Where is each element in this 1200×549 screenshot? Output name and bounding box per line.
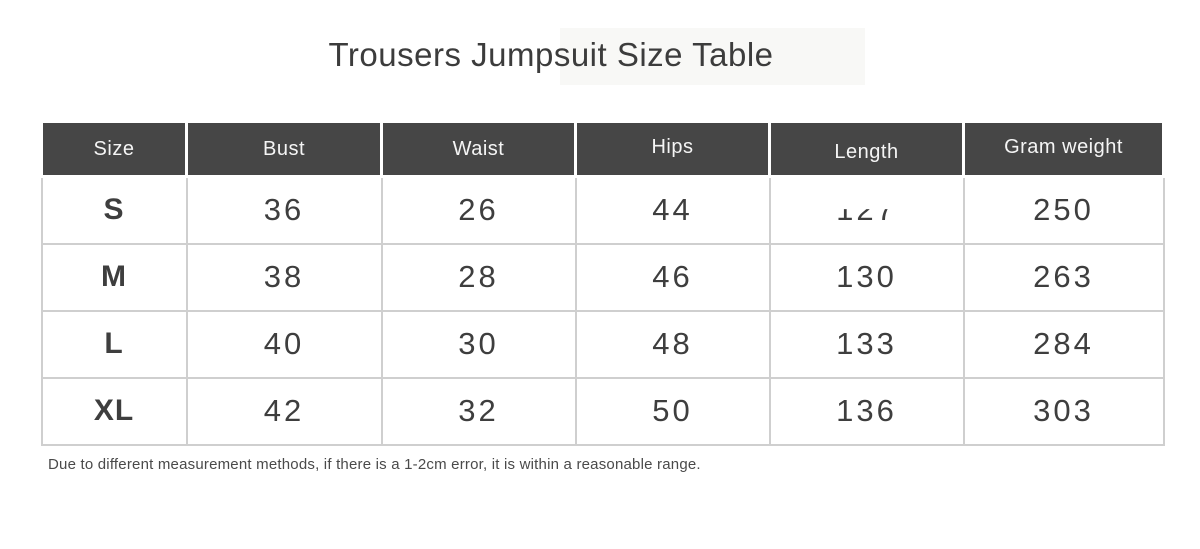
- size-table: Size Bust Waist Hips Length Gram weight …: [40, 120, 1165, 446]
- cell-bust: 36: [185, 175, 383, 245]
- cell-waist-value: 28: [458, 259, 499, 294]
- cell-size-value: L: [104, 327, 124, 360]
- cell-bust-value: 42: [263, 393, 305, 428]
- cell-length-value: 133: [836, 326, 897, 361]
- cell-size-value: S: [103, 193, 125, 227]
- header-length-label: Length: [834, 140, 899, 163]
- cell-hips: 48: [574, 309, 771, 379]
- header-hips: Hips: [574, 120, 771, 178]
- cell-length-value: 136: [836, 393, 897, 428]
- cell-hips-value: 48: [652, 326, 693, 361]
- cell-length: 133: [768, 309, 965, 379]
- background-shade: [560, 28, 865, 85]
- cell-size-value: M: [101, 260, 127, 293]
- cell-gram-weight-value: 303: [1033, 393, 1094, 428]
- cell-size: S: [40, 175, 188, 245]
- cell-bust: 42: [185, 376, 383, 446]
- cell-size-value: XL: [93, 394, 135, 427]
- measurement-note: Due to different measurement methods, if…: [48, 456, 701, 473]
- cell-bust-value: 36: [263, 192, 305, 228]
- cell-hips-value: 46: [652, 259, 693, 294]
- table-row-m: M 38 28 46 130 263: [40, 242, 1165, 312]
- cell-gram-weight: 284: [962, 309, 1165, 379]
- cell-size: L: [40, 309, 188, 379]
- table-row-xl: XL 42 32 50 136 303: [40, 376, 1165, 446]
- header-length: Length: [768, 120, 965, 178]
- header-waist: Waist: [380, 120, 577, 178]
- cell-gram-weight-value: 250: [1033, 192, 1094, 228]
- cell-gram-weight-value: 263: [1033, 259, 1094, 294]
- cell-waist-value: 30: [458, 326, 499, 361]
- cell-hips: 50: [574, 376, 771, 446]
- header-size: Size: [40, 120, 188, 178]
- header-bust: Bust: [185, 120, 383, 178]
- page-title: Trousers Jumpsuit Size Table: [328, 36, 774, 73]
- cell-bust: 40: [185, 309, 383, 379]
- cell-bust: 38: [185, 242, 383, 312]
- cell-waist: 26: [380, 175, 577, 245]
- cell-size: M: [40, 242, 188, 312]
- header-row: Size Bust Waist Hips Length Gram weight: [40, 120, 1165, 178]
- cell-waist-value: 32: [458, 393, 499, 428]
- cell-hips-value: 44: [652, 192, 693, 228]
- header-hips-label: Hips: [651, 135, 694, 158]
- table-row-s: S 36 26 44 127 250: [40, 175, 1165, 245]
- cell-waist: 28: [380, 242, 577, 312]
- table-row-l: L 40 30 48 133 284: [40, 309, 1165, 379]
- cell-bust-value: 40: [263, 326, 305, 361]
- header-gram-weight: Gram weight: [962, 120, 1165, 178]
- header-bust-label: Bust: [262, 137, 306, 160]
- header-gram-weight-label: Gram weight: [1004, 135, 1123, 158]
- cell-gram-weight: 250: [962, 175, 1165, 245]
- cell-gram-weight-value: 284: [1033, 326, 1094, 361]
- cell-bust-value: 38: [263, 259, 305, 294]
- cell-length: 130: [768, 242, 965, 312]
- header-size-label: Size: [93, 137, 135, 160]
- cell-length: 136: [768, 376, 965, 446]
- header-waist-label: Waist: [452, 137, 505, 160]
- cell-hips: 46: [574, 242, 771, 312]
- cell-size: XL: [40, 376, 188, 446]
- cell-gram-weight: 303: [962, 376, 1165, 446]
- cell-length-value: 127: [836, 192, 897, 228]
- cell-length-value: 130: [836, 259, 897, 294]
- cell-hips: 44: [574, 175, 771, 245]
- cell-gram-weight: 263: [962, 242, 1165, 312]
- cell-waist: 32: [380, 376, 577, 446]
- cell-waist: 30: [380, 309, 577, 379]
- cell-length: 127: [768, 175, 965, 245]
- cell-hips-value: 50: [652, 393, 693, 428]
- cell-waist-value: 26: [458, 192, 499, 228]
